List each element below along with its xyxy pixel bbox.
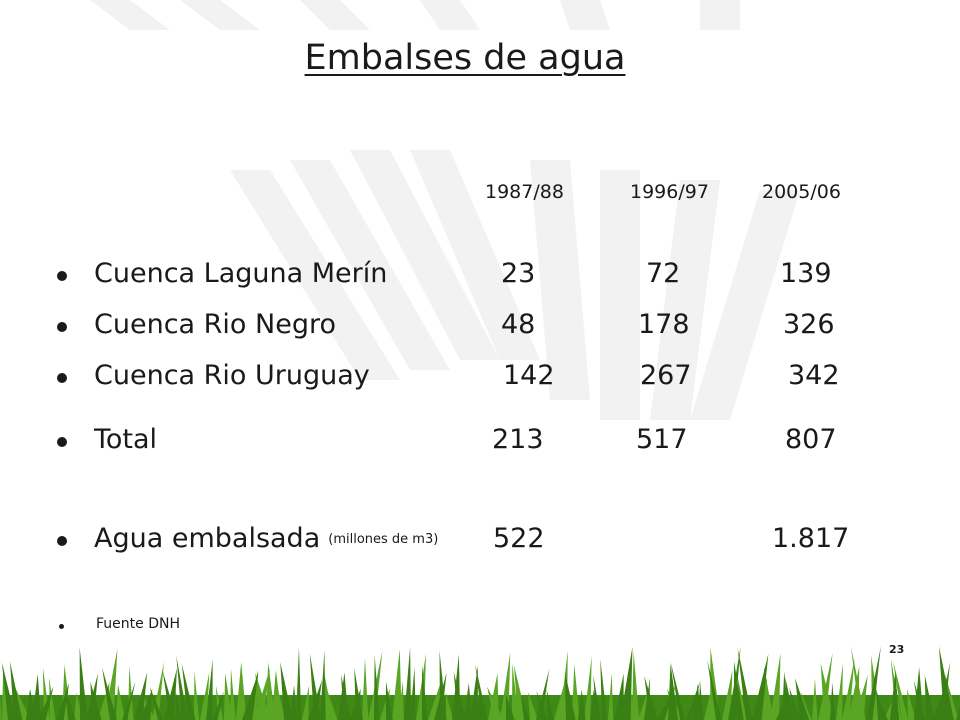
bullet-icon: [57, 373, 67, 383]
bullet-icon: [57, 437, 67, 447]
table-cell: 267: [640, 360, 692, 391]
table-cell: 213: [492, 424, 544, 455]
page-title: Embalses de agua: [304, 38, 626, 78]
column-header-1996-97: 1996/97: [630, 181, 709, 203]
column-header-1987-88: 1987/88: [485, 181, 564, 203]
bullet-icon: [59, 624, 64, 629]
page-number: 23: [889, 643, 905, 656]
table-cell: 517: [636, 424, 688, 455]
row-label-rio-negro: Cuenca Rio Negro: [94, 309, 336, 340]
source-note: Fuente DNH: [96, 616, 180, 632]
bullet-icon: [57, 322, 67, 332]
table-cell: 1.817: [772, 523, 850, 554]
agua-embalsada-label: Agua embalsada: [94, 523, 321, 554]
column-header-2005-06: 2005/06: [762, 181, 841, 203]
bullet-icon: [57, 271, 67, 281]
table-cell: 48: [501, 309, 536, 340]
table-cell: 178: [638, 309, 690, 340]
row-label-laguna-merin: Cuenca Laguna Merín: [94, 258, 388, 289]
table-cell: 23: [501, 258, 536, 289]
table-cell: 72: [646, 258, 681, 289]
table-cell: 139: [780, 258, 832, 289]
row-label-total: Total: [94, 424, 158, 455]
table-cell: 326: [783, 309, 835, 340]
bullet-icon: [57, 536, 67, 546]
row-label-rio-uruguay: Cuenca Rio Uruguay: [94, 360, 370, 391]
unit-note: (millones de m3): [328, 532, 439, 547]
table-cell: 522: [493, 523, 545, 554]
grass-decoration: [0, 646, 960, 720]
table-cell: 807: [785, 424, 837, 455]
table-cell: 142: [503, 360, 555, 391]
row-label-agua-embalsada: Agua embalsada (millones de m3): [94, 523, 438, 554]
table-cell: 342: [788, 360, 840, 391]
